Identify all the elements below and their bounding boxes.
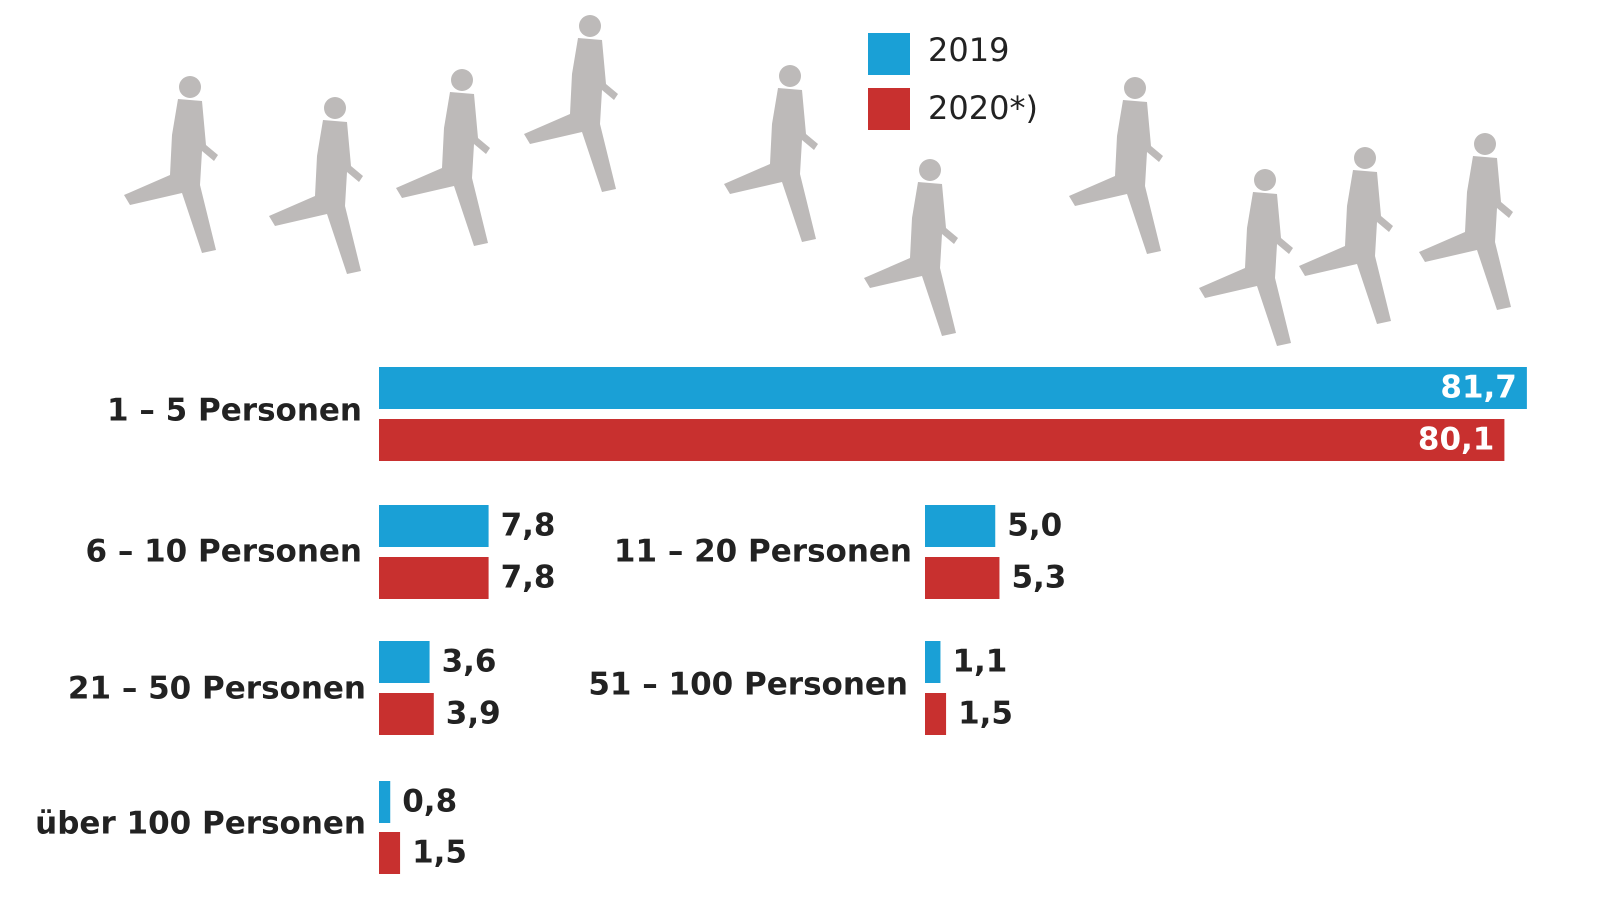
category-label: über 100 Personen bbox=[35, 806, 366, 842]
value-label: 81,7 bbox=[1440, 370, 1517, 406]
value-label: 7,8 bbox=[501, 560, 556, 596]
value-label: 1,1 bbox=[952, 644, 1007, 680]
runner-illustrations bbox=[124, 15, 1513, 346]
value-label: 80,1 bbox=[1418, 422, 1495, 458]
runner bbox=[864, 159, 958, 336]
runner bbox=[1199, 169, 1293, 346]
runner bbox=[1299, 147, 1393, 324]
legend-swatch bbox=[868, 33, 910, 75]
legend-label: 2020*) bbox=[928, 89, 1038, 127]
bar bbox=[925, 693, 946, 735]
legend-swatch bbox=[868, 88, 910, 130]
runner bbox=[1069, 77, 1163, 254]
runner bbox=[269, 97, 363, 274]
chart: 2019 2020*) 1 – 5 Personen 81,7 80,1 6 – 10 P… bbox=[0, 0, 1615, 906]
category-label: 21 – 50 Personen bbox=[68, 671, 366, 707]
value-label: 3,6 bbox=[442, 644, 497, 680]
bar bbox=[379, 693, 434, 735]
bar bbox=[379, 557, 489, 599]
runner bbox=[124, 76, 218, 253]
value-label: 5,3 bbox=[1011, 560, 1066, 596]
value-label: 0,8 bbox=[402, 784, 457, 820]
bar bbox=[379, 505, 489, 547]
bar bbox=[925, 557, 999, 599]
value-label: 3,9 bbox=[446, 696, 501, 732]
runner bbox=[396, 69, 490, 246]
runner bbox=[1419, 133, 1513, 310]
category-label: 1 – 5 Personen bbox=[107, 393, 362, 429]
legend-label: 2019 bbox=[928, 31, 1009, 69]
bar bbox=[925, 641, 940, 683]
runner bbox=[724, 65, 818, 242]
bar bbox=[379, 641, 430, 683]
category-label: 6 – 10 Personen bbox=[85, 534, 362, 570]
value-label: 7,8 bbox=[501, 508, 556, 544]
value-label: 5,0 bbox=[1007, 508, 1062, 544]
category-label: 11 – 20 Personen bbox=[614, 534, 912, 570]
bar bbox=[379, 419, 1504, 461]
bar bbox=[379, 781, 390, 823]
bar bbox=[379, 367, 1527, 409]
value-label: 1,5 bbox=[412, 835, 467, 871]
category-label: 51 – 100 Personen bbox=[588, 667, 908, 703]
value-label: 1,5 bbox=[958, 696, 1013, 732]
bar bbox=[925, 505, 995, 547]
bar bbox=[379, 832, 400, 874]
runner bbox=[524, 15, 618, 192]
